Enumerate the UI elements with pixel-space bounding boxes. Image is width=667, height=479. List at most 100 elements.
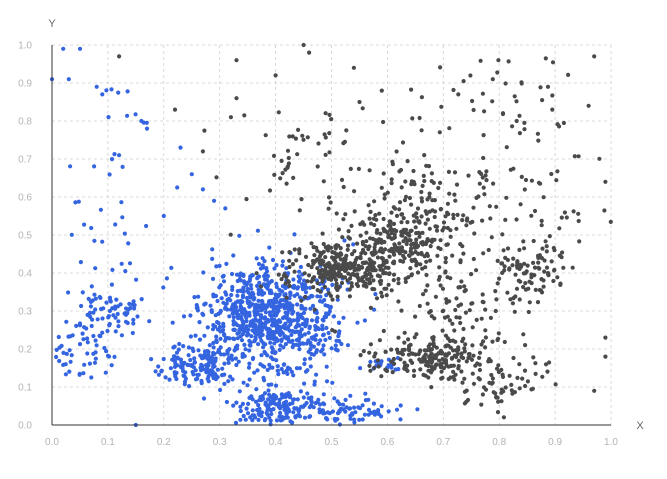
- scatter-point: [343, 397, 348, 402]
- scatter-point: [466, 173, 471, 178]
- scatter-point: [314, 350, 319, 355]
- scatter-point: [453, 198, 458, 203]
- scatter-point: [320, 333, 326, 338]
- scatter-point: [293, 414, 298, 419]
- scatter-point: [232, 336, 237, 342]
- scatter-point: [280, 250, 285, 255]
- scatter-point: [303, 369, 309, 374]
- scatter-point: [426, 238, 431, 243]
- scatter-point: [495, 258, 500, 263]
- scatter-point: [358, 256, 363, 261]
- scatter-point: [452, 170, 458, 175]
- scatter-point: [486, 247, 491, 253]
- scatter-point: [204, 370, 209, 375]
- scatter-point: [298, 264, 303, 270]
- scatter-point: [109, 363, 114, 368]
- scatter-point: [326, 195, 332, 200]
- scatter-point: [535, 300, 541, 305]
- scatter-point: [511, 166, 516, 171]
- scatter-point: [275, 368, 280, 373]
- scatter-point: [92, 164, 97, 169]
- scatter-point: [500, 374, 506, 379]
- scatter-point: [238, 404, 243, 409]
- scatter-point: [523, 383, 528, 389]
- scatter-point: [517, 113, 522, 118]
- scatter-point: [213, 356, 218, 361]
- scatter-point: [135, 314, 140, 319]
- scatter-point: [238, 271, 243, 276]
- scatter-point: [514, 118, 519, 124]
- scatter-point: [348, 393, 353, 398]
- scatter-point: [267, 362, 272, 367]
- scatter-point: [425, 197, 430, 202]
- scatter-point: [291, 373, 296, 378]
- scatter-point: [394, 407, 400, 412]
- scatter-point: [227, 314, 232, 319]
- scatter-point: [496, 369, 501, 375]
- scatter-point: [451, 212, 456, 217]
- scatter-point: [501, 248, 506, 253]
- scatter-point: [541, 284, 546, 289]
- scatter-point: [387, 219, 392, 224]
- scatter-point: [91, 310, 96, 315]
- scatter-point: [490, 99, 495, 104]
- scatter-point: [302, 361, 307, 366]
- scatter-point: [454, 226, 459, 231]
- scatter-point: [518, 262, 523, 267]
- scatter-point: [269, 395, 274, 400]
- scatter-point: [305, 391, 310, 396]
- scatter-point: [262, 391, 268, 396]
- scatter-point: [348, 416, 353, 421]
- scatter-point: [206, 374, 211, 379]
- scatter-point: [347, 287, 352, 292]
- scatter-point: [134, 277, 139, 282]
- scatter-point: [294, 366, 299, 371]
- scatter-point: [421, 173, 426, 178]
- scatter-point: [77, 321, 83, 326]
- scatter-point: [318, 338, 323, 343]
- scatter-point: [247, 304, 252, 309]
- scatter-point: [109, 282, 114, 287]
- scatter-point: [442, 225, 447, 230]
- scatter-point: [460, 380, 465, 385]
- scatter-point: [483, 345, 488, 350]
- scatter-point: [149, 357, 154, 362]
- scatter-point: [91, 333, 96, 339]
- scatter-point: [332, 396, 337, 401]
- scatter-point: [398, 350, 403, 355]
- scatter-point: [172, 372, 178, 377]
- scatter-point: [496, 331, 501, 336]
- scatter-point: [341, 315, 346, 320]
- scatter-point: [517, 247, 522, 252]
- scatter-point: [389, 347, 394, 352]
- scatter-point: [57, 345, 62, 350]
- scatter-point: [181, 314, 187, 319]
- scatter-point: [266, 397, 271, 402]
- scatter-point: [533, 287, 538, 292]
- scatter-point: [452, 328, 457, 333]
- scatter-point: [406, 253, 412, 258]
- scatter-point: [242, 311, 247, 316]
- scatter-point: [100, 316, 105, 321]
- scatter-point: [412, 257, 417, 262]
- scatter-point: [218, 352, 223, 357]
- scatter-point: [456, 366, 461, 371]
- scatter-point: [263, 402, 269, 407]
- scatter-point: [238, 334, 243, 339]
- scatter-point: [100, 239, 105, 244]
- scatter-point: [391, 278, 396, 283]
- scatter-point: [413, 225, 418, 230]
- scatter-point: [131, 299, 136, 304]
- scatter-point: [561, 120, 567, 126]
- scatter-point: [267, 299, 272, 304]
- scatter-point: [317, 407, 322, 412]
- scatter-point: [406, 275, 411, 280]
- scatter-point: [481, 133, 486, 138]
- scatter-point: [433, 224, 438, 229]
- scatter-point: [211, 323, 216, 328]
- scatter-point: [417, 234, 422, 239]
- scatter-point: [170, 320, 175, 325]
- scatter-point: [226, 360, 231, 365]
- scatter-point: [312, 259, 317, 264]
